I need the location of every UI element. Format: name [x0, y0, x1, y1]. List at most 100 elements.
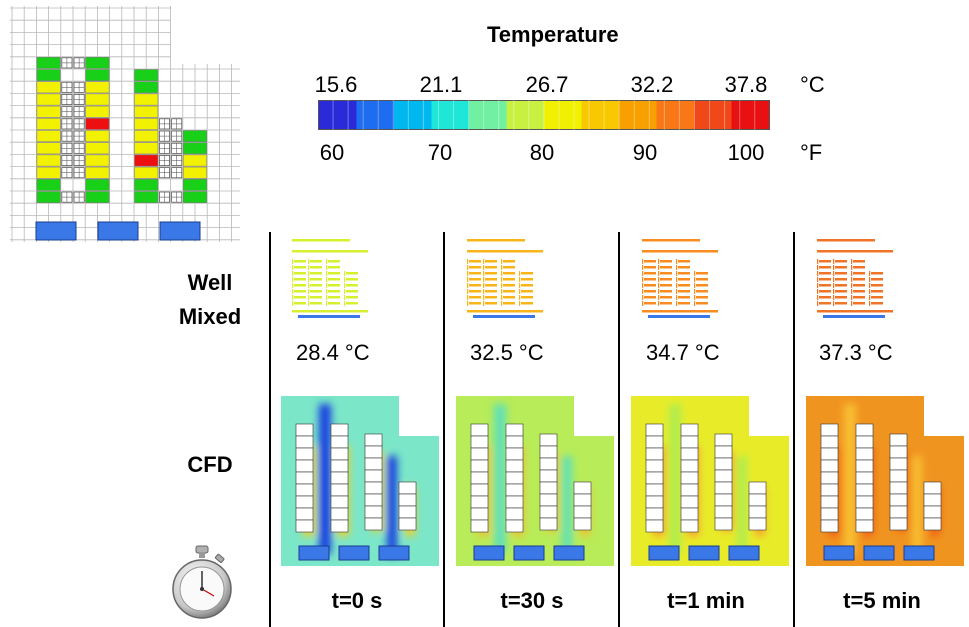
- rack-tile: [183, 142, 207, 155]
- wm-rack-segment: [469, 266, 481, 269]
- wm-bar: [642, 310, 718, 313]
- rack-tile: [183, 154, 207, 167]
- wm-rack-segment: [294, 290, 306, 293]
- wm-rack-segment: [660, 272, 672, 275]
- wm-rack-edge: [519, 271, 521, 276]
- cfd-rack: [470, 495, 489, 509]
- cfd-rack: [295, 507, 314, 521]
- wm-cooling-units: [298, 315, 360, 318]
- rack-tile: [85, 179, 110, 191]
- wm-rack-edge: [658, 301, 660, 306]
- wm-rack-segment: [678, 272, 690, 275]
- cfd-rack: [470, 471, 489, 485]
- wm-rack-edge: [344, 271, 346, 276]
- cfd-cold-region: [669, 404, 681, 554]
- wm-rack-segment: [660, 296, 672, 299]
- cfd-rack: [645, 483, 664, 497]
- wm-rack-segment: [328, 296, 340, 299]
- wm-rack-edge: [676, 301, 678, 306]
- wm-rack-edge: [658, 265, 660, 270]
- wm-rack-segment: [469, 284, 481, 287]
- wm-rack-edge: [642, 289, 644, 294]
- wm-rack-segment: [644, 284, 656, 287]
- wm-rack-segment: [853, 272, 865, 275]
- cfd-rack: [505, 447, 524, 461]
- stopwatch-icon: [172, 545, 232, 619]
- cfd-rack: [714, 457, 733, 471]
- cfd-rack: [645, 423, 664, 437]
- rack-tile: [183, 130, 207, 142]
- wm-rack-segment: [294, 266, 306, 269]
- wm-rack-segment: [328, 278, 340, 281]
- cfd-rack: [505, 495, 524, 509]
- wm-rack-segment: [469, 296, 481, 299]
- wm-rack-edge: [817, 271, 819, 276]
- wm-rack-segment: [678, 302, 690, 305]
- cfd-rack: [889, 505, 908, 519]
- wm-rack-edge: [851, 295, 853, 300]
- cfd-rack: [364, 469, 383, 483]
- wm-cooling-units: [648, 315, 710, 318]
- cfd-cooling-unit: [863, 545, 895, 561]
- cfd-cooling-unit: [688, 545, 720, 561]
- wm-rack-edge: [344, 295, 346, 300]
- wm-rack-edge: [326, 295, 328, 300]
- cfd-rack: [330, 507, 349, 521]
- wm-rack-edge: [658, 295, 660, 300]
- cfd-rack: [470, 519, 489, 533]
- rack-tile: [134, 81, 159, 94]
- cfd-field-t5m: [806, 396, 964, 566]
- wm-rack-segment: [819, 284, 831, 287]
- cfd-rack: [295, 519, 314, 533]
- wm-rack-segment: [469, 260, 481, 263]
- wm-rack-segment: [485, 284, 497, 287]
- rack-tile: [134, 130, 159, 142]
- rack-tile: [85, 154, 110, 167]
- cfd-rack: [295, 459, 314, 473]
- wm-rack-edge: [292, 283, 294, 288]
- cfd-rack: [645, 519, 664, 533]
- cfd-field-t30: [456, 396, 614, 566]
- wm-cooling-units: [473, 315, 535, 318]
- wm-rack-segment: [644, 296, 656, 299]
- overview-floor-plan: [10, 6, 240, 242]
- cfd-rack: [330, 519, 349, 533]
- column-divider: [269, 232, 271, 627]
- wm-rack-edge: [642, 295, 644, 300]
- wm-rack-edge: [344, 289, 346, 294]
- wm-top-bar: [817, 239, 875, 242]
- wm-rack-edge: [676, 295, 678, 300]
- wm-rack-edge: [817, 289, 819, 294]
- wm-bar: [817, 250, 893, 253]
- celsius-tick: 32.2: [630, 72, 674, 97]
- wm-rack-segment: [328, 302, 340, 305]
- cfd-rack: [505, 519, 524, 533]
- wm-rack-segment: [835, 278, 847, 281]
- cfd-rack: [295, 471, 314, 485]
- wm-rack-segment: [346, 302, 358, 305]
- wm-rack-edge: [501, 283, 503, 288]
- wm-rack-edge: [817, 295, 819, 300]
- cfd-rack: [364, 433, 383, 447]
- cfd-rack: [855, 423, 874, 437]
- rack-tile: [85, 142, 110, 155]
- wm-rack-edge: [694, 295, 696, 300]
- wm-rack-edge: [817, 265, 819, 270]
- wm-rack-segment: [678, 284, 690, 287]
- cfd-rack: [539, 517, 558, 531]
- fahrenheit-tick: 70: [427, 140, 453, 165]
- fahrenheit-tick: 80: [529, 140, 555, 165]
- cooling-unit: [35, 221, 77, 241]
- cfd-rack: [295, 423, 314, 437]
- cfd-field-t1m: [631, 396, 789, 566]
- wm-rack-edge: [501, 277, 503, 282]
- cfd-rack: [330, 471, 349, 485]
- wm-rack-segment: [853, 266, 865, 269]
- wm-rack-edge: [483, 259, 485, 264]
- wm-rack-edge: [467, 283, 469, 288]
- legend-title: Temperature: [487, 22, 619, 47]
- wm-rack-segment: [696, 272, 708, 275]
- cfd-rack: [680, 507, 699, 521]
- wm-rack-segment: [871, 284, 883, 287]
- wm-rack-segment: [835, 296, 847, 299]
